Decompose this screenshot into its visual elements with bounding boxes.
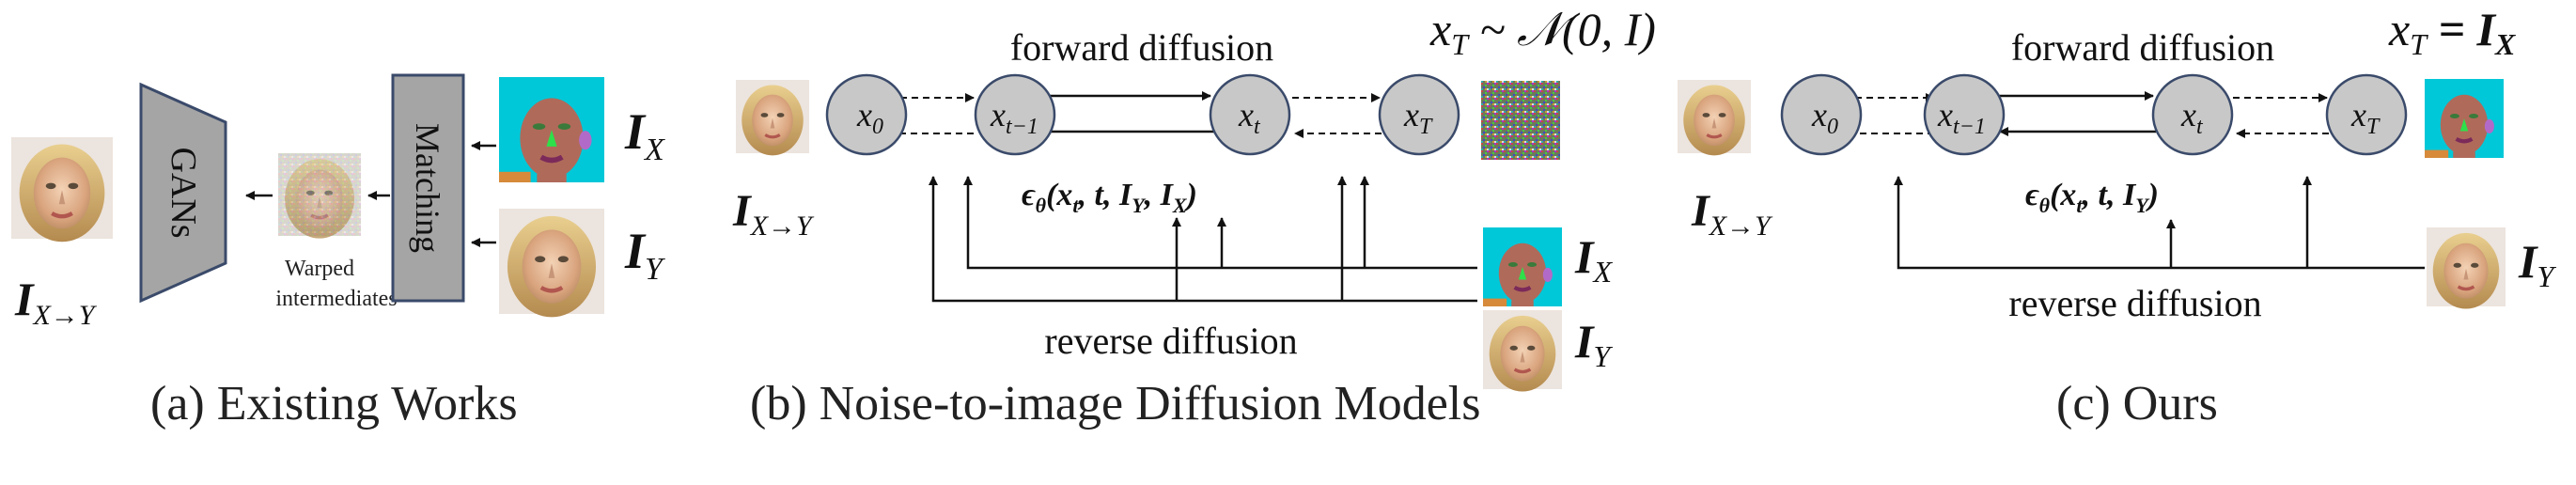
output-face-image-b: [734, 78, 811, 157]
iy-face-image: [499, 209, 604, 317]
panel-c: IX→Y forward diffusion x0 xt−1 xt xT xT …: [1676, 3, 2556, 324]
reverse-diffusion-label-b: reverse diffusion: [1044, 320, 1297, 362]
matching-label: Matching: [409, 123, 446, 253]
output-label-a: IX→Y: [14, 273, 98, 331]
gans-label: GANs: [164, 147, 203, 238]
forward-diffusion-label-c: forward diffusion: [2011, 26, 2274, 69]
matching-box: [391, 73, 465, 303]
panel-b: IX→Y forward diffusion x0 xt−1 xt xT xT …: [732, 3, 1656, 394]
iy-label-c: IY: [2518, 235, 2556, 293]
svg-text:x0: x0: [1811, 96, 1838, 139]
caption-a: (a) Existing Works: [150, 377, 518, 430]
epsilon-label-b: ϵθ(xt, t, IY, IX): [1022, 178, 1197, 217]
ix-label-a: IX: [624, 103, 665, 167]
node-xt-minus-1-b: xt−1: [974, 73, 1056, 156]
node-x0-b: x0: [825, 73, 908, 156]
iy-label-a: IY: [624, 223, 665, 287]
forward-diffusion-label-b: forward diffusion: [1010, 26, 1273, 69]
cond-line-ix-to-x0: [963, 176, 1477, 270]
node-x0-c: x0: [1780, 73, 1863, 156]
caption-c: (c) Ours: [2056, 377, 2218, 430]
ix-segmentation-image: [499, 77, 604, 182]
reverse-diffusion-label-c: reverse diffusion: [2008, 282, 2261, 324]
epsilon-label-c: ϵθ(xt, t, IY): [2025, 178, 2159, 217]
node-xt-b: xt: [1209, 73, 1291, 156]
warped-intermediate-image: [276, 151, 363, 241]
iy-face-image-b: [1481, 308, 1564, 394]
warped-label-line2: intermediates: [275, 287, 397, 311]
svg-text:xt−1: xt−1: [990, 96, 1038, 139]
cond-line-iy-to-x0-c: [1894, 176, 2425, 270]
ix-segmentation-image-c: [2425, 79, 2504, 158]
svg-text:xt: xt: [1238, 96, 1261, 139]
gans-trapezoid: [139, 82, 227, 304]
noise-image: [1481, 81, 1560, 160]
ix-label-b: IX: [1574, 230, 1613, 289]
svg-text:xt: xt: [2180, 96, 2204, 139]
output-face-image: [11, 137, 113, 242]
svg-text:xT: xT: [2350, 96, 2381, 139]
xT-distribution-label: xT ~ 𝒩(0, I): [1429, 3, 1656, 61]
svg-text:xT: xT: [1403, 96, 1433, 139]
node-xt-minus-1-c: xt−1: [1923, 73, 2006, 156]
iy-label-b: IY: [1574, 315, 1613, 373]
node-xT-b: xT: [1378, 73, 1460, 156]
node-xT-c: xT: [2325, 73, 2408, 156]
caption-b: (b) Noise-to-image Diffusion Models: [750, 377, 1481, 430]
output-label-b: IX→Y: [732, 186, 815, 242]
node-xt-c: xt: [2151, 73, 2234, 156]
output-face-image-c: [1676, 78, 1753, 157]
cond-line-iy-to-x0: [929, 176, 1477, 303]
ix-segmentation-image-b: [1483, 227, 1562, 306]
panel-a: IX→Y GANs Warped intermediates Matching …: [11, 73, 665, 331]
xT-equals-ix-label: xT = IX: [2388, 3, 2516, 61]
warped-label-line1: Warped: [285, 257, 354, 281]
iy-face-image-c: [2425, 226, 2507, 311]
svg-text:xt−1: xt−1: [1937, 96, 1986, 139]
svg-text:x0: x0: [856, 96, 883, 139]
output-label-c: IX→Y: [1691, 186, 1773, 242]
